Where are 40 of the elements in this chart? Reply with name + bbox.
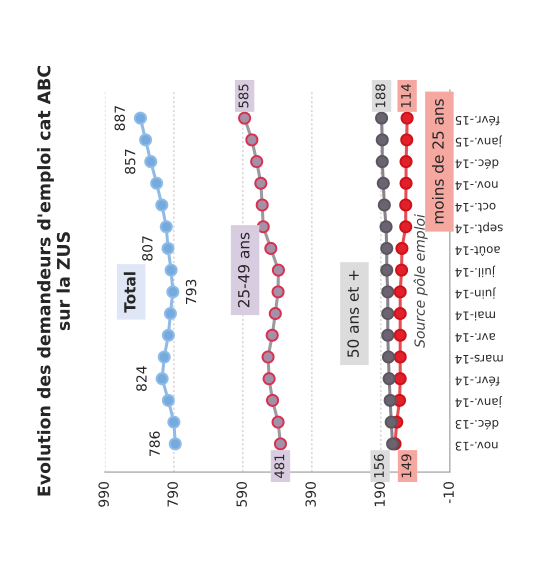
y-tick-label: juin-14 xyxy=(455,287,496,299)
y-tick-label: nov.-13 xyxy=(456,442,498,451)
text: Total xyxy=(124,272,136,313)
y-tick-label: déc.-14 xyxy=(455,159,498,169)
x-tick-label: 990 xyxy=(98,482,109,507)
x-tick-label: -10 xyxy=(443,482,454,504)
y-tick-label: août-14 xyxy=(455,246,500,256)
data-label: 188 xyxy=(375,84,386,108)
data-label: 481 xyxy=(274,454,284,478)
y-tick-label: févr.-15 xyxy=(456,116,500,126)
data-label: 114 xyxy=(401,84,411,108)
y-tick-label: déc.-13 xyxy=(456,420,498,430)
y-tick-label: oct.-14 xyxy=(455,202,496,212)
data-label: 786 xyxy=(149,431,160,456)
y-tick-label: nov.-14 xyxy=(455,181,498,190)
y-tick-label: sept.-14 xyxy=(455,222,503,234)
text: Evolution des demandeurs d'emploi cat ABC sur la ZUS xyxy=(37,66,70,496)
y-tick-label: janv.-14 xyxy=(455,396,502,408)
x-tick-label: 590 xyxy=(236,482,247,507)
data-label: 585 xyxy=(238,84,248,108)
y-tick-label: févr.-14 xyxy=(455,376,500,386)
x-tick-label: 390 xyxy=(305,482,316,507)
y-tick-label: janv.-15 xyxy=(456,135,502,147)
data-label: 793 xyxy=(186,280,196,304)
x-tick-label: 790 xyxy=(167,482,178,506)
annotation: Source pôle emploi xyxy=(414,214,428,348)
y-tick-label: juil.-14 xyxy=(455,266,496,278)
text: 50 ans et + xyxy=(347,270,359,357)
data-label: 824 xyxy=(136,366,147,392)
data-label: 807 xyxy=(142,236,153,261)
data-label: 156 xyxy=(374,454,384,478)
data-label: 857 xyxy=(124,150,136,174)
y-tick-label: mai-14 xyxy=(455,311,495,321)
x-tick-label: 190 xyxy=(374,482,385,506)
data-label: 887 xyxy=(114,106,125,130)
y-tick-label: mars-14 xyxy=(455,354,503,364)
data-label: 149 xyxy=(401,454,412,478)
y-tick-label: avr.-14 xyxy=(455,333,496,342)
text: 25-49 ans xyxy=(238,232,250,308)
text: moins de 25 ans xyxy=(432,99,444,224)
